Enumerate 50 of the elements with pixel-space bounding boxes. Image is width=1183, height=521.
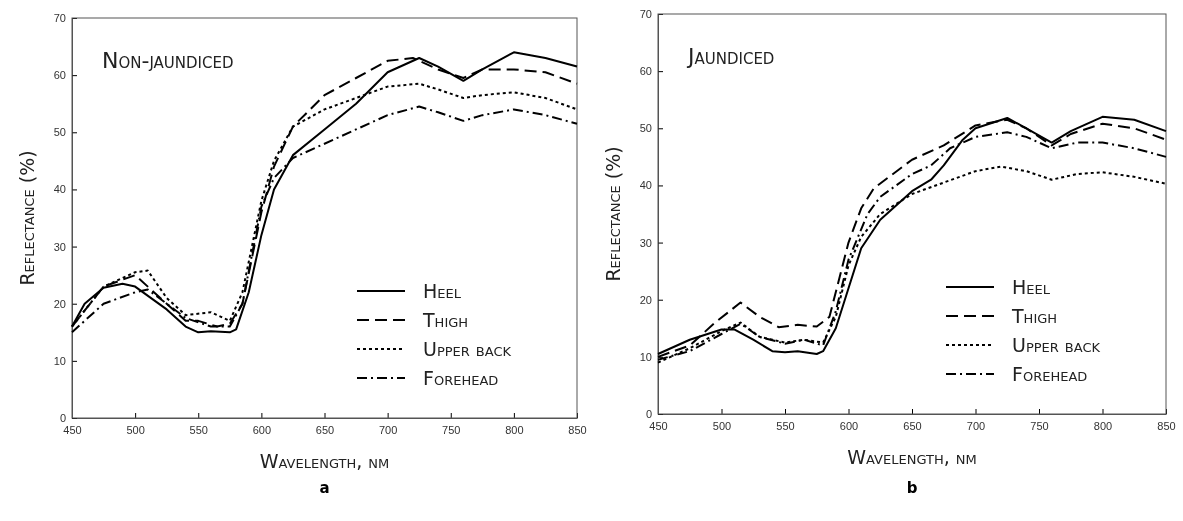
y-tick-label: 30	[639, 236, 652, 249]
y-tick-label: 40	[53, 183, 66, 196]
text: a	[319, 479, 330, 497]
legend-label: Forehead	[1012, 363, 1088, 385]
y-tick-label: 0	[59, 412, 66, 425]
y-axis-title: Reflectance (%)	[16, 150, 38, 286]
x-tick-label: 600	[252, 423, 272, 436]
x-axis-title: Wavelength, nm	[259, 450, 390, 472]
y-tick-label: 10	[53, 354, 66, 367]
x-tick-label: 750	[442, 423, 461, 436]
x-tick-label: 850	[1157, 419, 1176, 432]
x-tick-label: 500	[126, 423, 145, 436]
x-tick-label: 550	[776, 419, 795, 432]
x-tick-label: 450	[63, 423, 82, 436]
x-axis-title: Wavelength, nm	[847, 446, 977, 468]
y-tick-label: 60	[639, 65, 652, 78]
y-tick-label: 10	[639, 350, 652, 363]
legend-label: Forehead	[423, 367, 499, 389]
legend-label: Thigh	[422, 309, 469, 331]
y-axis-title: Reflectance (%)	[602, 146, 624, 282]
y-tick-label: 70	[639, 8, 652, 21]
legend-label: Heel	[1012, 276, 1051, 298]
legend-label: Thigh	[1011, 305, 1058, 327]
y-tick-label: 20	[639, 293, 652, 306]
legend-label: Heel	[423, 280, 462, 302]
y-tick-label: 70	[53, 12, 66, 25]
y-tick-label: 30	[53, 240, 66, 253]
y-tick-label: 60	[53, 69, 66, 82]
x-tick-label: 650	[315, 423, 335, 436]
y-tick-label: 50	[53, 126, 66, 139]
x-tick-label: 850	[568, 423, 587, 436]
y-tick-label: 0	[645, 408, 652, 421]
x-tick-label: 600	[839, 419, 859, 432]
legend-label: Upper back	[1012, 334, 1101, 356]
y-tick-label: 40	[639, 179, 652, 192]
x-tick-label: 750	[1030, 419, 1049, 432]
x-tick-label: 800	[505, 423, 524, 436]
text: Non-jaundiced	[102, 48, 234, 73]
x-tick-label: 800	[1093, 419, 1113, 432]
y-tick-label: 50	[639, 122, 652, 135]
text: Jaundiced	[686, 44, 775, 69]
x-tick-label: 550	[189, 423, 208, 436]
text: b	[906, 479, 918, 497]
legend-label: Upper back	[423, 338, 512, 360]
x-tick-label: 650	[903, 419, 922, 432]
x-tick-label: 450	[649, 419, 668, 432]
x-tick-label: 700	[378, 423, 398, 436]
y-tick-label: 20	[53, 297, 66, 310]
x-tick-label: 500	[712, 419, 732, 432]
x-tick-label: 700	[966, 419, 986, 432]
